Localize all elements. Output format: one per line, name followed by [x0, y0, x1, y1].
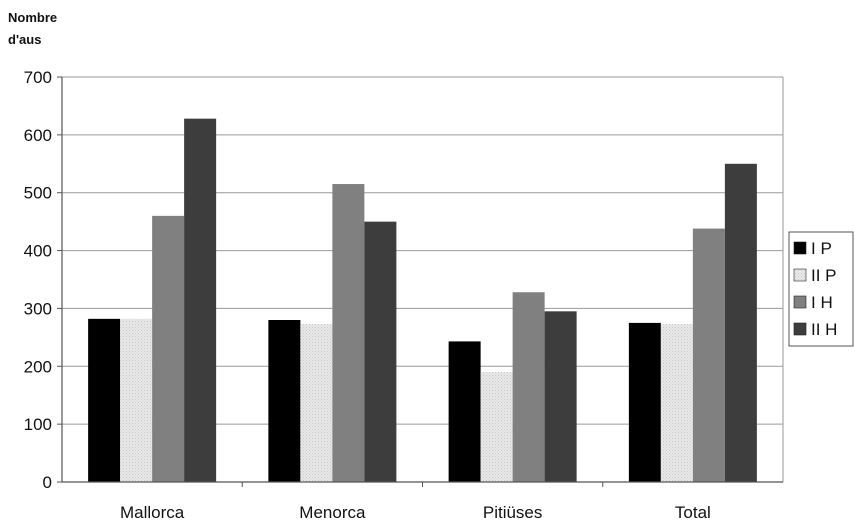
y-tick-label-500: 500	[24, 184, 52, 203]
bar-pitises-i-p	[449, 341, 481, 482]
legend-swatch-i-p	[794, 242, 806, 254]
y-tick-label-300: 300	[24, 299, 52, 318]
legend-swatch-i-h	[794, 296, 806, 308]
bar-menorca-i-p	[268, 320, 300, 482]
y-tick-label-0: 0	[43, 473, 52, 492]
category-label-2: Pitiüses	[483, 503, 543, 522]
bar-total-ii-p	[661, 324, 693, 482]
bar-menorca-ii-p	[300, 324, 332, 482]
legend: I P II P I H II H	[789, 232, 853, 346]
bar-menorca-ii-h	[364, 222, 396, 482]
y-tick-label-700: 700	[24, 68, 52, 87]
legend-label-i-h: I H	[811, 293, 833, 312]
legend-swatch-ii-h	[794, 323, 806, 335]
bar-menorca-i-h	[332, 184, 364, 482]
legend-label-ii-p: II P	[811, 266, 837, 285]
y-axis-label-line-1: Nombre	[8, 10, 57, 25]
bars	[88, 119, 757, 482]
category-label-1: Menorca	[299, 503, 366, 522]
bar-total-i-p	[629, 323, 661, 482]
y-tick-label-200: 200	[24, 357, 52, 376]
bar-mallorca-i-h	[152, 216, 184, 482]
bar-total-ii-h	[725, 164, 757, 482]
legend-label-ii-h: II H	[811, 320, 837, 339]
legend-label-i-p: I P	[811, 239, 832, 258]
y-tick-label-100: 100	[24, 415, 52, 434]
bar-total-i-h	[693, 229, 725, 482]
category-label-3: Total	[675, 503, 711, 522]
bar-mallorca-ii-h	[184, 119, 216, 482]
bar-pitises-ii-p	[481, 372, 513, 482]
bar-pitises-ii-h	[545, 311, 577, 482]
y-tick-labels: 0 100 200 300 400 500 600 700	[24, 68, 52, 492]
y-tick-label-600: 600	[24, 126, 52, 145]
bar-pitises-i-h	[513, 292, 545, 482]
category-labels: Mallorca Menorca Pitiüses Total	[120, 503, 711, 522]
bar-mallorca-i-p	[88, 319, 120, 482]
bar-mallorca-ii-p	[120, 319, 152, 482]
y-axis-label-line-2: d'aus	[8, 32, 41, 47]
legend-swatch-ii-p	[794, 269, 806, 281]
category-label-0: Mallorca	[120, 503, 185, 522]
y-tick-label-400: 400	[24, 242, 52, 261]
